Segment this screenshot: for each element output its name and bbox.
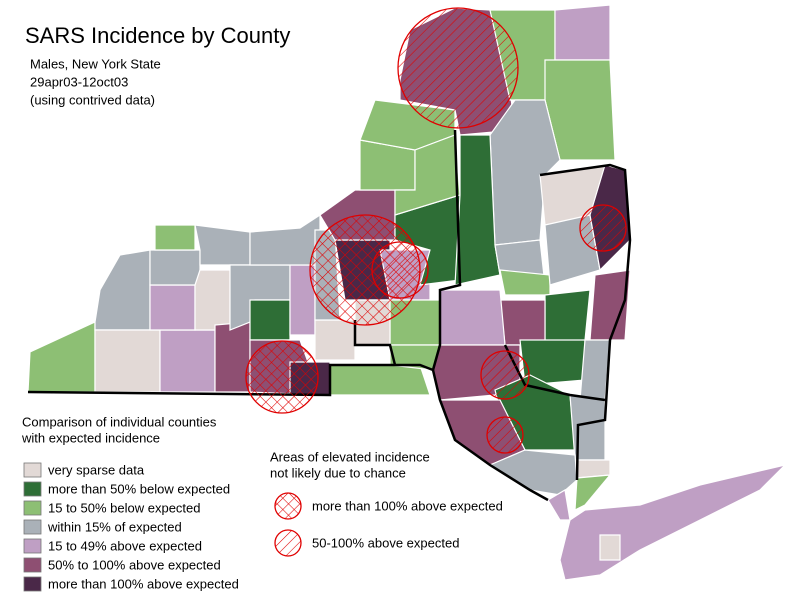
cluster-area bbox=[486, 416, 524, 454]
legend-swatch bbox=[23, 481, 42, 497]
legend-label: within 15% of expected bbox=[47, 519, 182, 534]
region-border bbox=[539, 163, 632, 481]
legend-title: Comparison of individual counties bbox=[22, 414, 217, 429]
legend-symbol bbox=[274, 492, 302, 520]
legend-label: more than 100% above expected bbox=[312, 498, 503, 513]
legend-label: 15 to 49% above expected bbox=[48, 538, 202, 553]
county bbox=[574, 474, 612, 512]
county bbox=[94, 249, 151, 331]
county bbox=[249, 299, 291, 341]
legend-title: not likely due to chance bbox=[270, 465, 406, 480]
subtitle: Males, New York State bbox=[30, 56, 161, 71]
county bbox=[314, 319, 356, 361]
cluster-area bbox=[371, 241, 429, 299]
county bbox=[149, 284, 196, 331]
legend-label: more than 100% above expected bbox=[48, 576, 239, 591]
cluster-area bbox=[397, 7, 519, 129]
county bbox=[579, 339, 611, 401]
legend-label: 15 to 50% below expected bbox=[48, 500, 201, 515]
county bbox=[589, 269, 631, 341]
subtitle: (using contrived data) bbox=[30, 92, 155, 107]
legend: very sparse data more than 50% below expe… bbox=[23, 462, 503, 592]
map-title: SARS Incidence by County bbox=[25, 23, 290, 48]
county bbox=[439, 289, 506, 346]
county bbox=[547, 489, 571, 521]
county bbox=[249, 213, 321, 266]
legend-swatch bbox=[23, 519, 42, 535]
county bbox=[599, 534, 621, 561]
legend-swatch bbox=[23, 500, 42, 516]
legend-title: with expected incidence bbox=[21, 430, 160, 445]
county bbox=[27, 321, 96, 393]
region-border bbox=[431, 129, 462, 371]
legend-label: 50-100% above expected bbox=[312, 535, 459, 550]
legend-label: 50% to 100% above expected bbox=[48, 557, 221, 572]
legend-swatch bbox=[23, 557, 42, 573]
county bbox=[194, 224, 251, 266]
legend-label: more than 50% below expected bbox=[48, 481, 230, 496]
cluster-area bbox=[480, 350, 530, 400]
legend-swatch bbox=[23, 538, 42, 554]
county bbox=[194, 269, 231, 331]
legend-swatch bbox=[23, 462, 42, 478]
county bbox=[329, 364, 431, 396]
county bbox=[544, 289, 591, 346]
county bbox=[154, 224, 196, 251]
county bbox=[159, 329, 216, 393]
cluster-area bbox=[579, 204, 627, 252]
county bbox=[94, 329, 161, 393]
cluster-areas bbox=[245, 7, 627, 454]
subtitle: 29apr03-12oct03 bbox=[30, 74, 128, 89]
county bbox=[569, 394, 606, 461]
county bbox=[149, 249, 201, 286]
region-border bbox=[27, 363, 549, 502]
county bbox=[499, 299, 546, 346]
legend-title: Areas of elevated incidence bbox=[270, 449, 430, 464]
legend-label: very sparse data bbox=[48, 462, 145, 477]
legend-symbol bbox=[274, 529, 302, 557]
legend-swatch bbox=[23, 576, 42, 592]
county bbox=[214, 321, 251, 393]
cluster-area bbox=[245, 340, 319, 414]
county bbox=[544, 59, 616, 161]
region-border bbox=[353, 320, 397, 366]
county bbox=[499, 269, 551, 296]
county bbox=[554, 4, 611, 61]
